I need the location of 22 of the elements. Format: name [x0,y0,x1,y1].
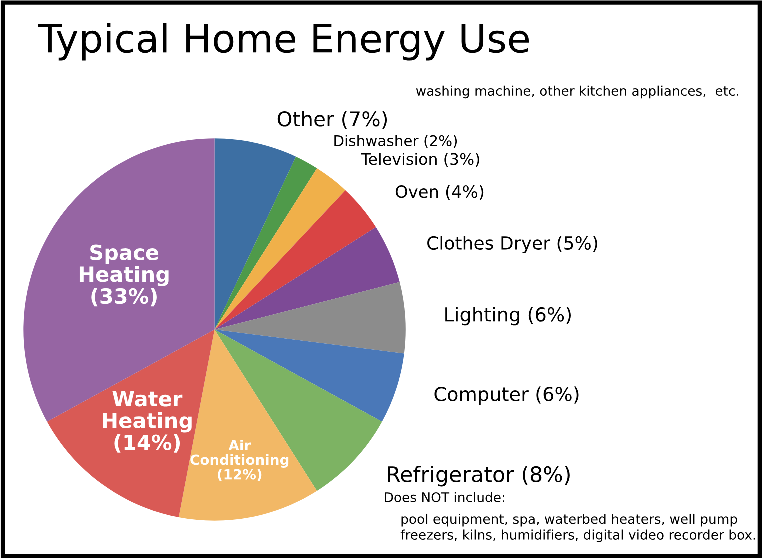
slice-label: Refrigerator (8%) [388,466,570,487]
text: pool equipment, spa, waterbed heaters, well pump freezers, kilns, humidifiers, digital video recorder box. [400,514,756,543]
pie-slice [214,227,400,330]
slice-label: Dishwasher (2%) [334,135,458,148]
slice-label: Lighting (6%) [446,307,571,326]
slice-label: Clothes Dryer (5%) [428,236,598,254]
slice-label: Space Heating (33%) [80,244,169,307]
slice-label: Water Heating (14%) [103,391,192,453]
pie-slice [214,156,318,330]
pie-slice [214,330,404,422]
pie-slice [214,168,346,330]
slice-label: Other (7%) [278,111,388,130]
slice-label: Television (3%) [361,153,480,168]
pie-slice [214,138,296,330]
slice-label: Computer (6%) [434,386,579,406]
pie-slice [214,190,376,330]
slice-label: Oven (4%) [396,185,484,200]
chart-title: Typical Home Energy Use [38,23,530,61]
text: Does NOT include: [385,492,504,502]
pie-slice [214,282,406,354]
text: washing machine, other kitchen appliances, etc. [416,86,739,99]
slice-label: Air Conditioning (12%) [190,440,289,482]
